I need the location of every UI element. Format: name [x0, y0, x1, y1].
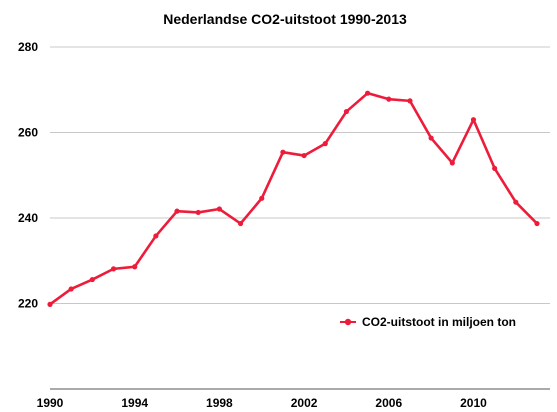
- data-point-1992: [89, 276, 95, 283]
- y-tick-label-260: 260: [18, 126, 38, 140]
- data-point-2000: [259, 195, 265, 201]
- data-point-1994: [132, 264, 138, 270]
- series-layer: [47, 90, 540, 307]
- data-point-2004: [343, 108, 350, 115]
- data-point-1998: [216, 206, 222, 212]
- gridlines: [50, 46, 550, 304]
- data-point-1995: [153, 233, 159, 239]
- x-tick-labels: 1990 1994 1998 2002 2006 2010: [37, 396, 487, 410]
- chart-title: Nederlandse CO2-uitstoot 1990-2013: [163, 11, 407, 27]
- data-point-1993: [110, 266, 117, 272]
- data-point-2005: [365, 90, 371, 96]
- data-point-2002: [301, 152, 307, 159]
- data-point-2003: [322, 141, 328, 147]
- data-point-1991: [68, 286, 74, 292]
- data-point-2007: [407, 98, 413, 104]
- x-tick-label-1994: 1994: [121, 396, 148, 410]
- data-point-1999: [237, 220, 244, 227]
- y-tick-label-240: 240: [18, 211, 38, 225]
- legend: CO2-uitstoot in miljoen ton: [340, 315, 516, 329]
- data-point-2010: [470, 117, 477, 123]
- data-point-2006: [386, 96, 392, 102]
- series-line-0: [49, 91, 538, 306]
- data-point-1990: [47, 301, 53, 307]
- data-point-2012: [513, 199, 519, 205]
- x-tick-label-2002: 2002: [291, 396, 318, 410]
- y-tick-label-280: 280: [18, 40, 38, 54]
- data-point-2009: [449, 160, 455, 166]
- x-tick-label-2006: 2006: [375, 396, 402, 410]
- x-tick-label-2010: 2010: [460, 396, 487, 410]
- legend-swatch-marker: [344, 318, 352, 326]
- y-tick-label-220: 220: [18, 297, 38, 311]
- data-point-2013: [534, 220, 540, 227]
- x-tick-label-1998: 1998: [206, 396, 233, 410]
- data-point-2008: [428, 135, 434, 141]
- data-point-2011: [492, 165, 498, 172]
- y-tick-labels: 220 240 260 280: [18, 40, 38, 311]
- data-point-1997: [195, 209, 201, 216]
- legend-label: CO2-uitstoot in miljoen ton: [362, 315, 516, 329]
- x-tick-label-1990: 1990: [37, 396, 64, 410]
- data-point-2001: [280, 149, 286, 155]
- data-point-1996: [174, 208, 180, 214]
